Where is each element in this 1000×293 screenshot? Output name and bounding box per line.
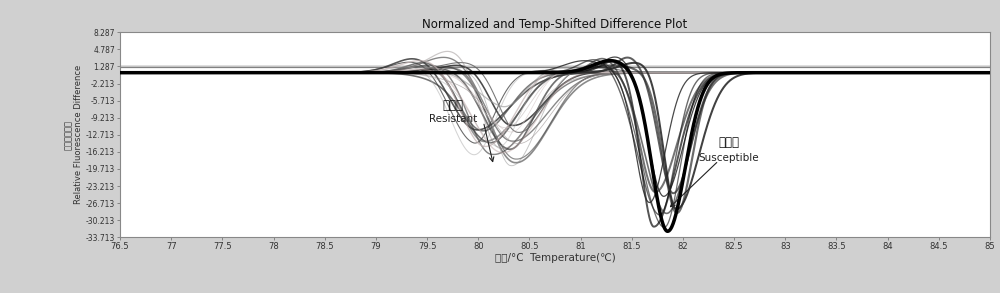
Text: Susceptible: Susceptible [699, 153, 759, 163]
X-axis label: 温度/°C  Temperature(℃): 温度/°C Temperature(℃) [495, 253, 615, 263]
Text: 抗病型: 抗病型 [442, 99, 463, 112]
Text: Resistant: Resistant [429, 113, 477, 124]
Title: Normalized and Temp-Shifted Difference Plot: Normalized and Temp-Shifted Difference P… [422, 18, 688, 31]
Y-axis label: 相对荧光差分
Relative Fluorescence Difference: 相对荧光差分 Relative Fluorescence Difference [64, 65, 83, 205]
Text: 易病型: 易病型 [718, 136, 740, 149]
